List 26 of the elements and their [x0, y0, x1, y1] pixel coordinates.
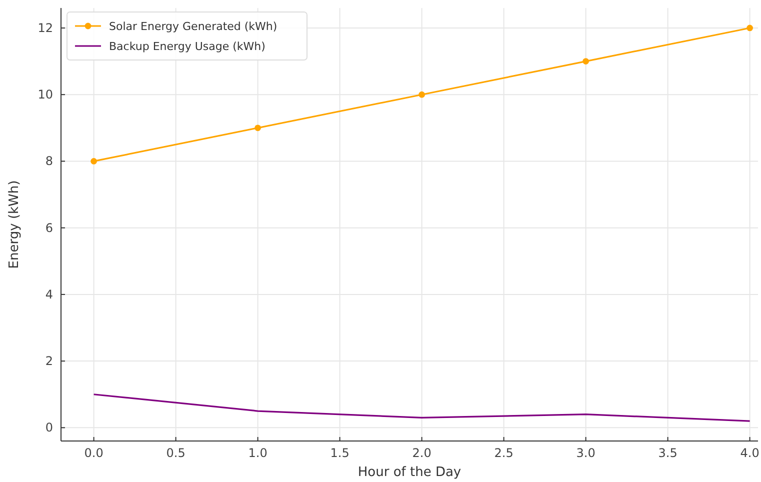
x-tick-label: 0.0 — [84, 446, 104, 460]
legend-label: Solar Energy Generated (kWh) — [109, 20, 278, 33]
line-series — [93, 394, 751, 422]
x-tick-label: 2.5 — [494, 446, 514, 460]
point — [418, 91, 425, 98]
point — [90, 158, 97, 164]
x-tick-label: 2.0 — [412, 446, 432, 460]
y-tick-label: 10 — [38, 88, 53, 102]
point — [254, 124, 261, 132]
x-tick-label: 1.0 — [248, 446, 268, 460]
y-tick-label: 12 — [38, 20, 53, 35]
y-tick-label: 6 — [45, 220, 53, 235]
point — [746, 24, 753, 32]
x-tick-label: 1.5 — [330, 446, 350, 460]
legend-label: Backup Energy Usage (kWh) — [109, 40, 266, 53]
y-tick-label: 0 — [45, 420, 53, 435]
x-tick-label: 0.5 — [166, 446, 186, 460]
y-tick-label: 8 — [45, 154, 53, 168]
x-tick-label: 4.0 — [740, 446, 760, 460]
y-axis-title: Energy (kWh) — [7, 180, 22, 269]
x-axis-title: Hour of the Day — [358, 465, 462, 480]
x-tick-label: 3.0 — [576, 446, 596, 460]
y-tick-label: 4 — [45, 287, 53, 302]
x-tick-label: 3.5 — [658, 446, 678, 460]
point — [582, 58, 589, 64]
y-tick-label: 2 — [45, 354, 53, 368]
